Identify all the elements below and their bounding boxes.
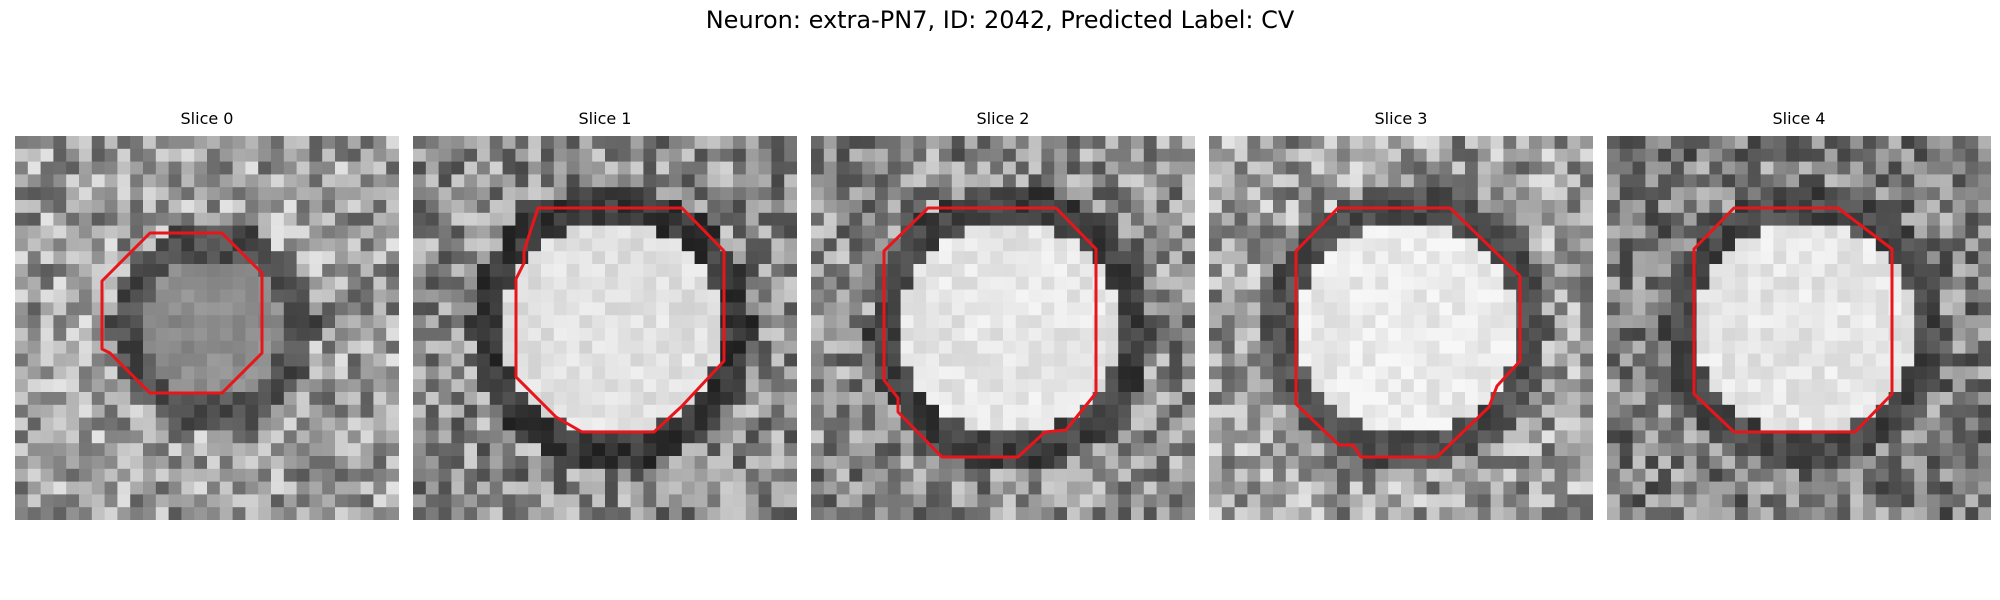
slice-panel-2: Slice 2 xyxy=(811,108,1195,520)
soma-contour-4 xyxy=(1692,206,1894,434)
slice-title-2: Slice 2 xyxy=(976,109,1030,128)
slice-panel-3: Slice 3 xyxy=(1209,108,1593,520)
slice-image-4 xyxy=(1607,136,1991,520)
soma-contour-0 xyxy=(100,231,264,395)
figure-title: Neuron: extra-PN7, ID: 2042, Predicted L… xyxy=(705,6,1295,34)
slice-image-0 xyxy=(15,136,399,520)
slice-panel-0: Slice 0 xyxy=(15,108,399,520)
slice-title-1: Slice 1 xyxy=(578,109,632,128)
soma-contour-1 xyxy=(514,206,726,434)
slice-title-3: Slice 3 xyxy=(1374,109,1428,128)
slice-image-3 xyxy=(1209,136,1593,520)
slice-pixels-3 xyxy=(1209,136,1593,520)
slice-title-0: Slice 0 xyxy=(180,109,234,128)
slice-pixels-2 xyxy=(811,136,1195,520)
slice-panel-4: Slice 4 xyxy=(1607,108,1991,520)
slice-image-2 xyxy=(811,136,1195,520)
slice-image-1 xyxy=(413,136,797,520)
slice-pixels-0 xyxy=(15,136,399,520)
soma-contour-3 xyxy=(1294,206,1522,459)
slice-pixels-4 xyxy=(1607,136,1991,520)
soma-contour-2 xyxy=(882,206,1098,459)
slice-title-4: Slice 4 xyxy=(1772,109,1826,128)
slice-pixels-1 xyxy=(413,136,797,520)
slice-panel-1: Slice 1 xyxy=(413,108,797,520)
